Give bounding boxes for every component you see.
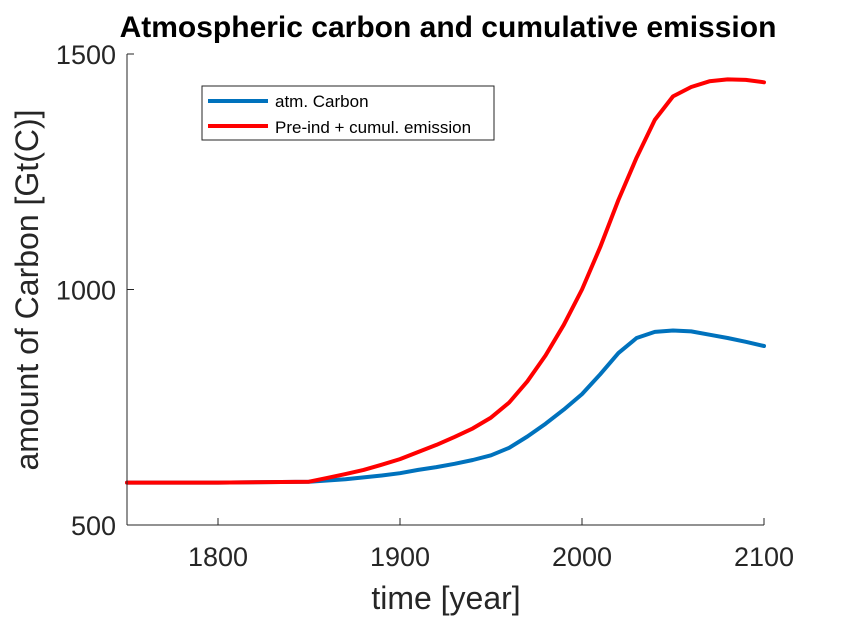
y-tick-label: 1500	[56, 40, 116, 70]
y-tick-labels: 500 1000 1500	[56, 40, 116, 541]
y-axis-label: amount of Carbon [Gt(C)]	[9, 109, 45, 470]
x-tick-labels: 1800 1900 2000 2100	[188, 542, 794, 572]
x-axis-label: time [year]	[371, 580, 520, 616]
legend-box	[201, 85, 495, 141]
axes-layer	[126, 53, 765, 526]
series-layer	[125, 77, 766, 485]
x-tick-label: 1900	[370, 542, 430, 572]
series-line-0	[125, 328, 766, 485]
chart-title: Atmospheric carbon and cumulative emissi…	[120, 11, 777, 44]
x-tick-label: 2100	[734, 542, 794, 572]
x-tick-label: 2000	[552, 542, 612, 572]
series-line-1	[125, 77, 766, 485]
y-tick-label: 1000	[56, 276, 116, 306]
legend-label-atm-carbon: atm. Carbon	[275, 92, 369, 111]
x-tick-label: 1800	[188, 542, 248, 572]
legend[interactable]: atm. Carbon Pre-ind + cumul. emission	[201, 85, 495, 141]
y-tick-label: 500	[71, 511, 116, 541]
legend-label-cumulative-emission: Pre-ind + cumul. emission	[275, 118, 471, 137]
